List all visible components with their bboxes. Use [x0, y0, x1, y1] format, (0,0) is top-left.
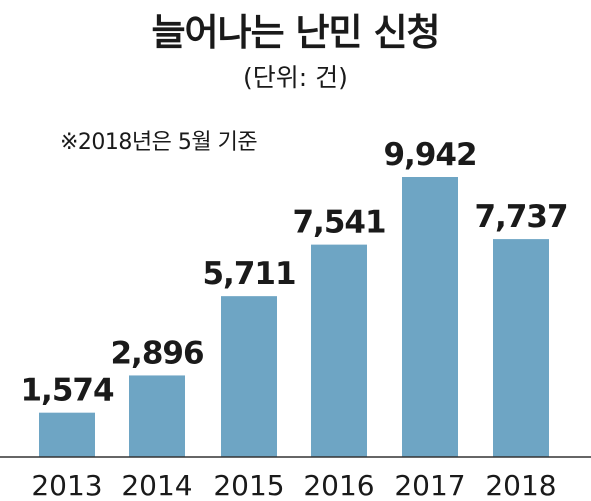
bar-2013: [39, 412, 95, 457]
category-label-2015: 2015: [213, 469, 284, 501]
value-label-2014: 2,896: [110, 335, 203, 371]
value-label-2017: 9,942: [383, 137, 476, 173]
bar-2016: [311, 244, 367, 457]
chart-subtitle: (단위: 건): [243, 63, 348, 92]
category-label-2016: 2016: [303, 469, 374, 501]
category-label-2018: 2018: [485, 469, 556, 501]
category-label-2013: 2013: [31, 469, 102, 501]
chart-title: 늘어나는 난민 신청: [151, 11, 440, 54]
value-label-2018: 7,737: [474, 199, 567, 235]
bar-2014: [129, 375, 185, 457]
category-label-2017: 2017: [394, 469, 465, 501]
category-label-2014: 2014: [121, 469, 192, 501]
value-label-2015: 5,711: [202, 256, 295, 292]
bar-2018: [493, 239, 549, 457]
bar-2017: [402, 177, 458, 457]
bar-2015: [221, 296, 277, 457]
chart-note: ※2018년은 5월 기준: [60, 130, 258, 155]
value-label-2016: 7,541: [292, 205, 385, 241]
value-label-2013: 1,574: [20, 373, 113, 409]
